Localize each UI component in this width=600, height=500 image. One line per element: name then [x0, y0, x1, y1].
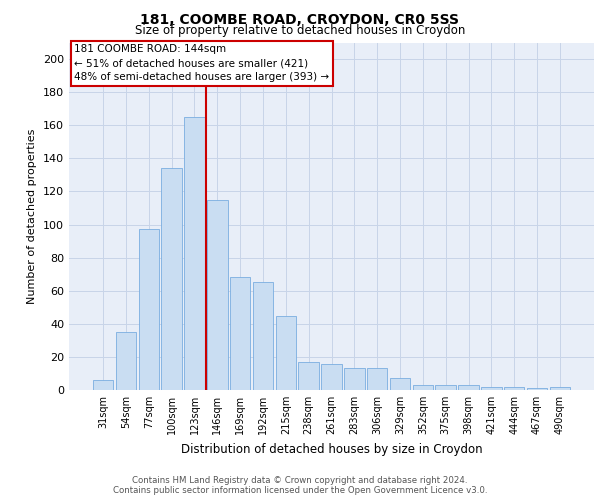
- Bar: [436, 385, 456, 390]
- Text: Contains public sector information licensed under the Open Government Licence v3: Contains public sector information licen…: [113, 486, 487, 495]
- Bar: [253, 282, 273, 390]
- Bar: [321, 364, 342, 390]
- Bar: [116, 332, 136, 390]
- Bar: [161, 168, 182, 390]
- Bar: [504, 386, 524, 390]
- Bar: [207, 200, 227, 390]
- Bar: [527, 388, 547, 390]
- Bar: [458, 385, 479, 390]
- Bar: [230, 278, 250, 390]
- Bar: [344, 368, 365, 390]
- Text: Contains HM Land Registry data © Crown copyright and database right 2024.: Contains HM Land Registry data © Crown c…: [132, 476, 468, 485]
- Text: Size of property relative to detached houses in Croydon: Size of property relative to detached ho…: [135, 24, 465, 37]
- Text: 181 COOMBE ROAD: 144sqm
← 51% of detached houses are smaller (421)
48% of semi-d: 181 COOMBE ROAD: 144sqm ← 51% of detache…: [74, 44, 329, 82]
- Bar: [550, 386, 570, 390]
- Bar: [275, 316, 296, 390]
- Bar: [298, 362, 319, 390]
- Bar: [413, 385, 433, 390]
- Bar: [184, 117, 205, 390]
- Text: 181, COOMBE ROAD, CROYDON, CR0 5SS: 181, COOMBE ROAD, CROYDON, CR0 5SS: [140, 13, 460, 27]
- Bar: [390, 378, 410, 390]
- Y-axis label: Number of detached properties: Number of detached properties: [28, 128, 37, 304]
- X-axis label: Distribution of detached houses by size in Croydon: Distribution of detached houses by size …: [181, 442, 482, 456]
- Bar: [139, 230, 159, 390]
- Bar: [93, 380, 113, 390]
- Bar: [367, 368, 388, 390]
- Bar: [481, 386, 502, 390]
